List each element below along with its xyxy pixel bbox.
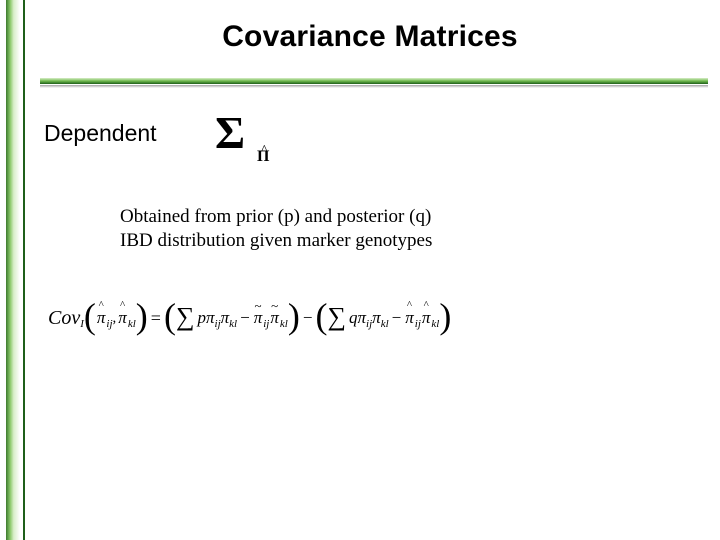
pihat-kl: ^ π (118, 308, 127, 328)
sum1: ∑ (176, 302, 195, 332)
rparen1: ) (136, 295, 148, 337)
sigma-subscript-hat: ^ (261, 143, 268, 159)
lparen1: ( (84, 295, 96, 337)
covariance-formula: Cov I ( ^ π ij , ^ π kl ) = ( ∑ p π ij π… (48, 288, 688, 348)
description-line2: IBD distribution given marker genotypes (120, 229, 432, 253)
sigma-glyph: Σ (215, 106, 245, 159)
sigma-symbol: Σ ^ Π (215, 112, 335, 182)
sigma-subscript: ^ Π (257, 148, 269, 166)
equals: = (151, 308, 161, 329)
sum2: ∑ (327, 302, 346, 332)
left-border-decoration (0, 0, 26, 540)
description-line1: Obtained from prior (p) and posterior (q… (120, 205, 432, 229)
title-underline-bar (40, 78, 708, 84)
title-underline-shadow (40, 85, 708, 88)
left-border-gradient (6, 0, 20, 540)
title-underline (40, 78, 708, 88)
pihat-ij: ^ π (97, 308, 106, 328)
cov-label: Cov (48, 307, 80, 330)
description-text: Obtained from prior (p) and posterior (q… (120, 205, 432, 253)
title-container: Covariance Matrices (40, 20, 700, 54)
dependent-label: Dependent (44, 120, 157, 147)
slide-title: Covariance Matrices (40, 20, 700, 54)
left-border-line (23, 0, 25, 540)
